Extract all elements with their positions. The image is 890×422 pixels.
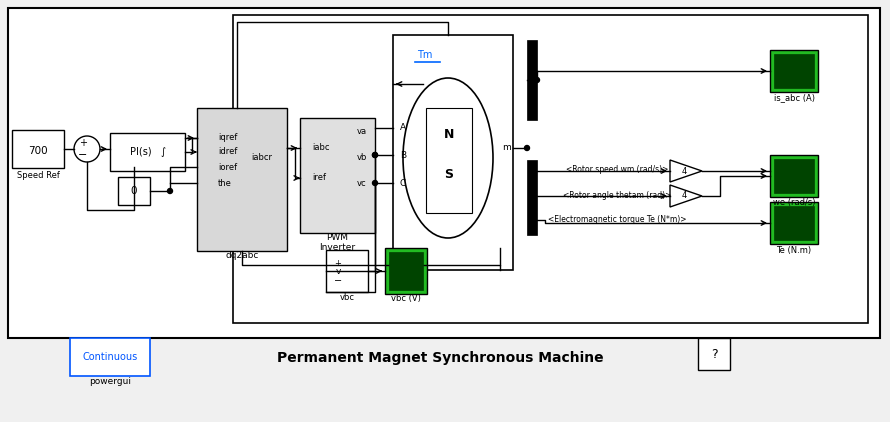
Text: ?: ? (711, 347, 717, 360)
Text: PI(s)   ∫: PI(s) ∫ (130, 147, 166, 157)
Text: vb: vb (357, 154, 368, 162)
Text: PWM: PWM (326, 233, 348, 241)
Text: Speed Ref: Speed Ref (17, 171, 60, 181)
Bar (770, 50, 818, 92)
Text: 4: 4 (682, 167, 686, 176)
Text: Tm: Tm (417, 50, 433, 60)
Bar (774, 54, 814, 88)
Bar (233, 15, 868, 323)
Text: ioref: ioref (218, 162, 237, 171)
Circle shape (167, 189, 173, 194)
Bar (70, 338, 150, 376)
Bar (426, 108, 472, 213)
Bar (770, 202, 818, 244)
Bar (389, 252, 423, 290)
Text: <Rotor angle thetam (rad)>: <Rotor angle thetam (rad)> (562, 190, 671, 200)
Text: idref: idref (218, 148, 238, 157)
Text: iabc: iabc (312, 143, 329, 152)
Text: B: B (400, 151, 406, 160)
Bar (393, 70, 423, 98)
Text: powergui: powergui (89, 378, 131, 387)
Text: N: N (444, 129, 454, 141)
Bar (197, 108, 287, 251)
Bar (393, 35, 513, 270)
Text: dq2abc: dq2abc (225, 252, 259, 260)
Text: +: + (335, 260, 342, 268)
Text: −: − (78, 150, 88, 160)
Circle shape (535, 78, 539, 82)
Text: vc: vc (357, 179, 367, 187)
Bar (527, 40, 537, 120)
Text: S: S (444, 168, 454, 181)
Text: the: the (218, 179, 232, 187)
Bar (698, 338, 730, 370)
Text: vbc: vbc (339, 292, 354, 301)
Bar (8, 8, 880, 338)
Text: 700: 700 (28, 146, 48, 156)
Circle shape (373, 152, 377, 157)
Text: v: v (336, 268, 341, 276)
Text: <Electromagnetic torque Te (N*m)>: <Electromagnetic torque Te (N*m)> (547, 216, 686, 225)
Bar (527, 160, 537, 235)
Text: Continuous: Continuous (83, 352, 138, 362)
Bar (774, 206, 814, 240)
Bar (385, 248, 427, 294)
Text: iabcr: iabcr (252, 154, 272, 162)
Text: vbc (V): vbc (V) (391, 295, 421, 303)
Text: iref: iref (312, 173, 326, 182)
Bar (110, 133, 185, 171)
Text: is_abc (A): is_abc (A) (773, 94, 814, 103)
Bar (770, 155, 818, 197)
Circle shape (373, 181, 377, 186)
Text: va: va (357, 127, 368, 136)
Circle shape (524, 146, 530, 151)
Text: m: m (502, 143, 511, 152)
Bar (12, 130, 64, 168)
Circle shape (373, 152, 377, 157)
Text: Inverter: Inverter (319, 243, 355, 252)
Text: 0: 0 (131, 186, 137, 196)
Text: −: − (334, 276, 342, 286)
Text: Permanent Magnet Synchronous Machine: Permanent Magnet Synchronous Machine (277, 351, 603, 365)
Text: C: C (400, 179, 406, 187)
Bar (300, 118, 375, 233)
Text: <Rotor speed wm (rad/s)>: <Rotor speed wm (rad/s)> (566, 165, 668, 175)
Text: 4: 4 (682, 192, 686, 200)
Bar (118, 177, 150, 205)
Text: iqref: iqref (218, 133, 238, 143)
Text: +: + (79, 138, 87, 148)
Text: Te (N.m): Te (N.m) (776, 246, 812, 254)
Bar (774, 159, 814, 193)
Text: we (rad/s): we (rad/s) (773, 198, 815, 208)
Text: A: A (400, 124, 406, 133)
Bar (326, 250, 368, 292)
